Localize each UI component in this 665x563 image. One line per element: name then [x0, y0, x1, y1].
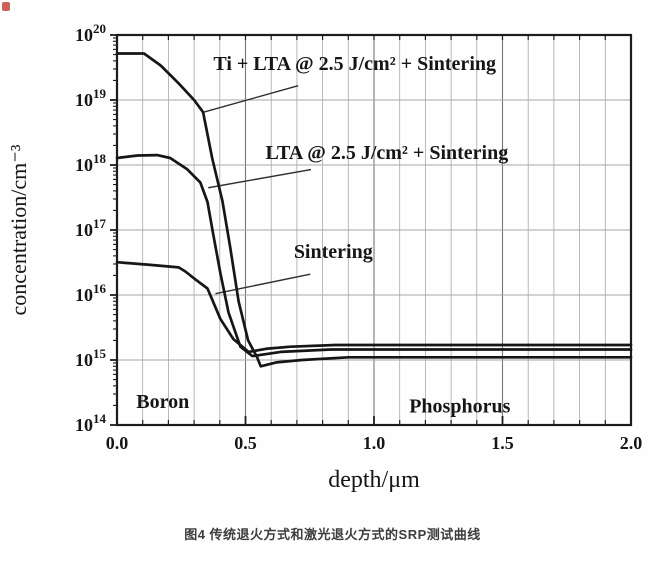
x-axis-title: depth/μm [328, 467, 420, 493]
figure-caption: 图4 传统退火方式和激光退火方式的SRP测试曲线 [184, 527, 481, 542]
y-tick-label: 1018 [75, 151, 107, 175]
region-label-0: Boron [136, 391, 189, 413]
region-label-1: Phosphorus [409, 396, 510, 418]
x-tick-label: 1.0 [363, 433, 386, 453]
x-tick-label: 2.0 [620, 433, 643, 453]
y-tick-label: 1014 [75, 411, 107, 435]
series-curve-0 [115, 52, 633, 368]
y-tick-label: 1016 [75, 281, 107, 305]
series-curve-2 [115, 260, 633, 354]
y-tick-label: 1017 [75, 216, 107, 240]
leader-line-2 [215, 273, 311, 295]
leader-line-1 [208, 168, 312, 189]
series-label-0: Ti + LTA @ 2.5 J/cm² + Sintering [213, 53, 496, 75]
x-tick-label: 1.5 [491, 433, 514, 453]
y-tick-label: 1020 [75, 21, 106, 45]
series-curve-1 [115, 153, 633, 358]
srp-chart: 0.0 0.5 1.0 1.5 2.0 1014 1015 1016 1017 1018 1019 1… [6, 21, 643, 493]
x-tick-label: 0.5 [234, 433, 257, 453]
y-axis-title: concentration/cm⁻³ [6, 144, 31, 315]
x-tick-label: 0.0 [106, 433, 129, 453]
red-artifact-mark [2, 2, 10, 11]
y-tick-label: 1015 [75, 346, 107, 370]
series-label-1: LTA @ 2.5 J/cm² + Sintering [266, 142, 509, 164]
leader-line-0 [202, 85, 299, 114]
y-tick-label: 1019 [75, 86, 107, 110]
series-label-2: Sintering [294, 241, 373, 263]
